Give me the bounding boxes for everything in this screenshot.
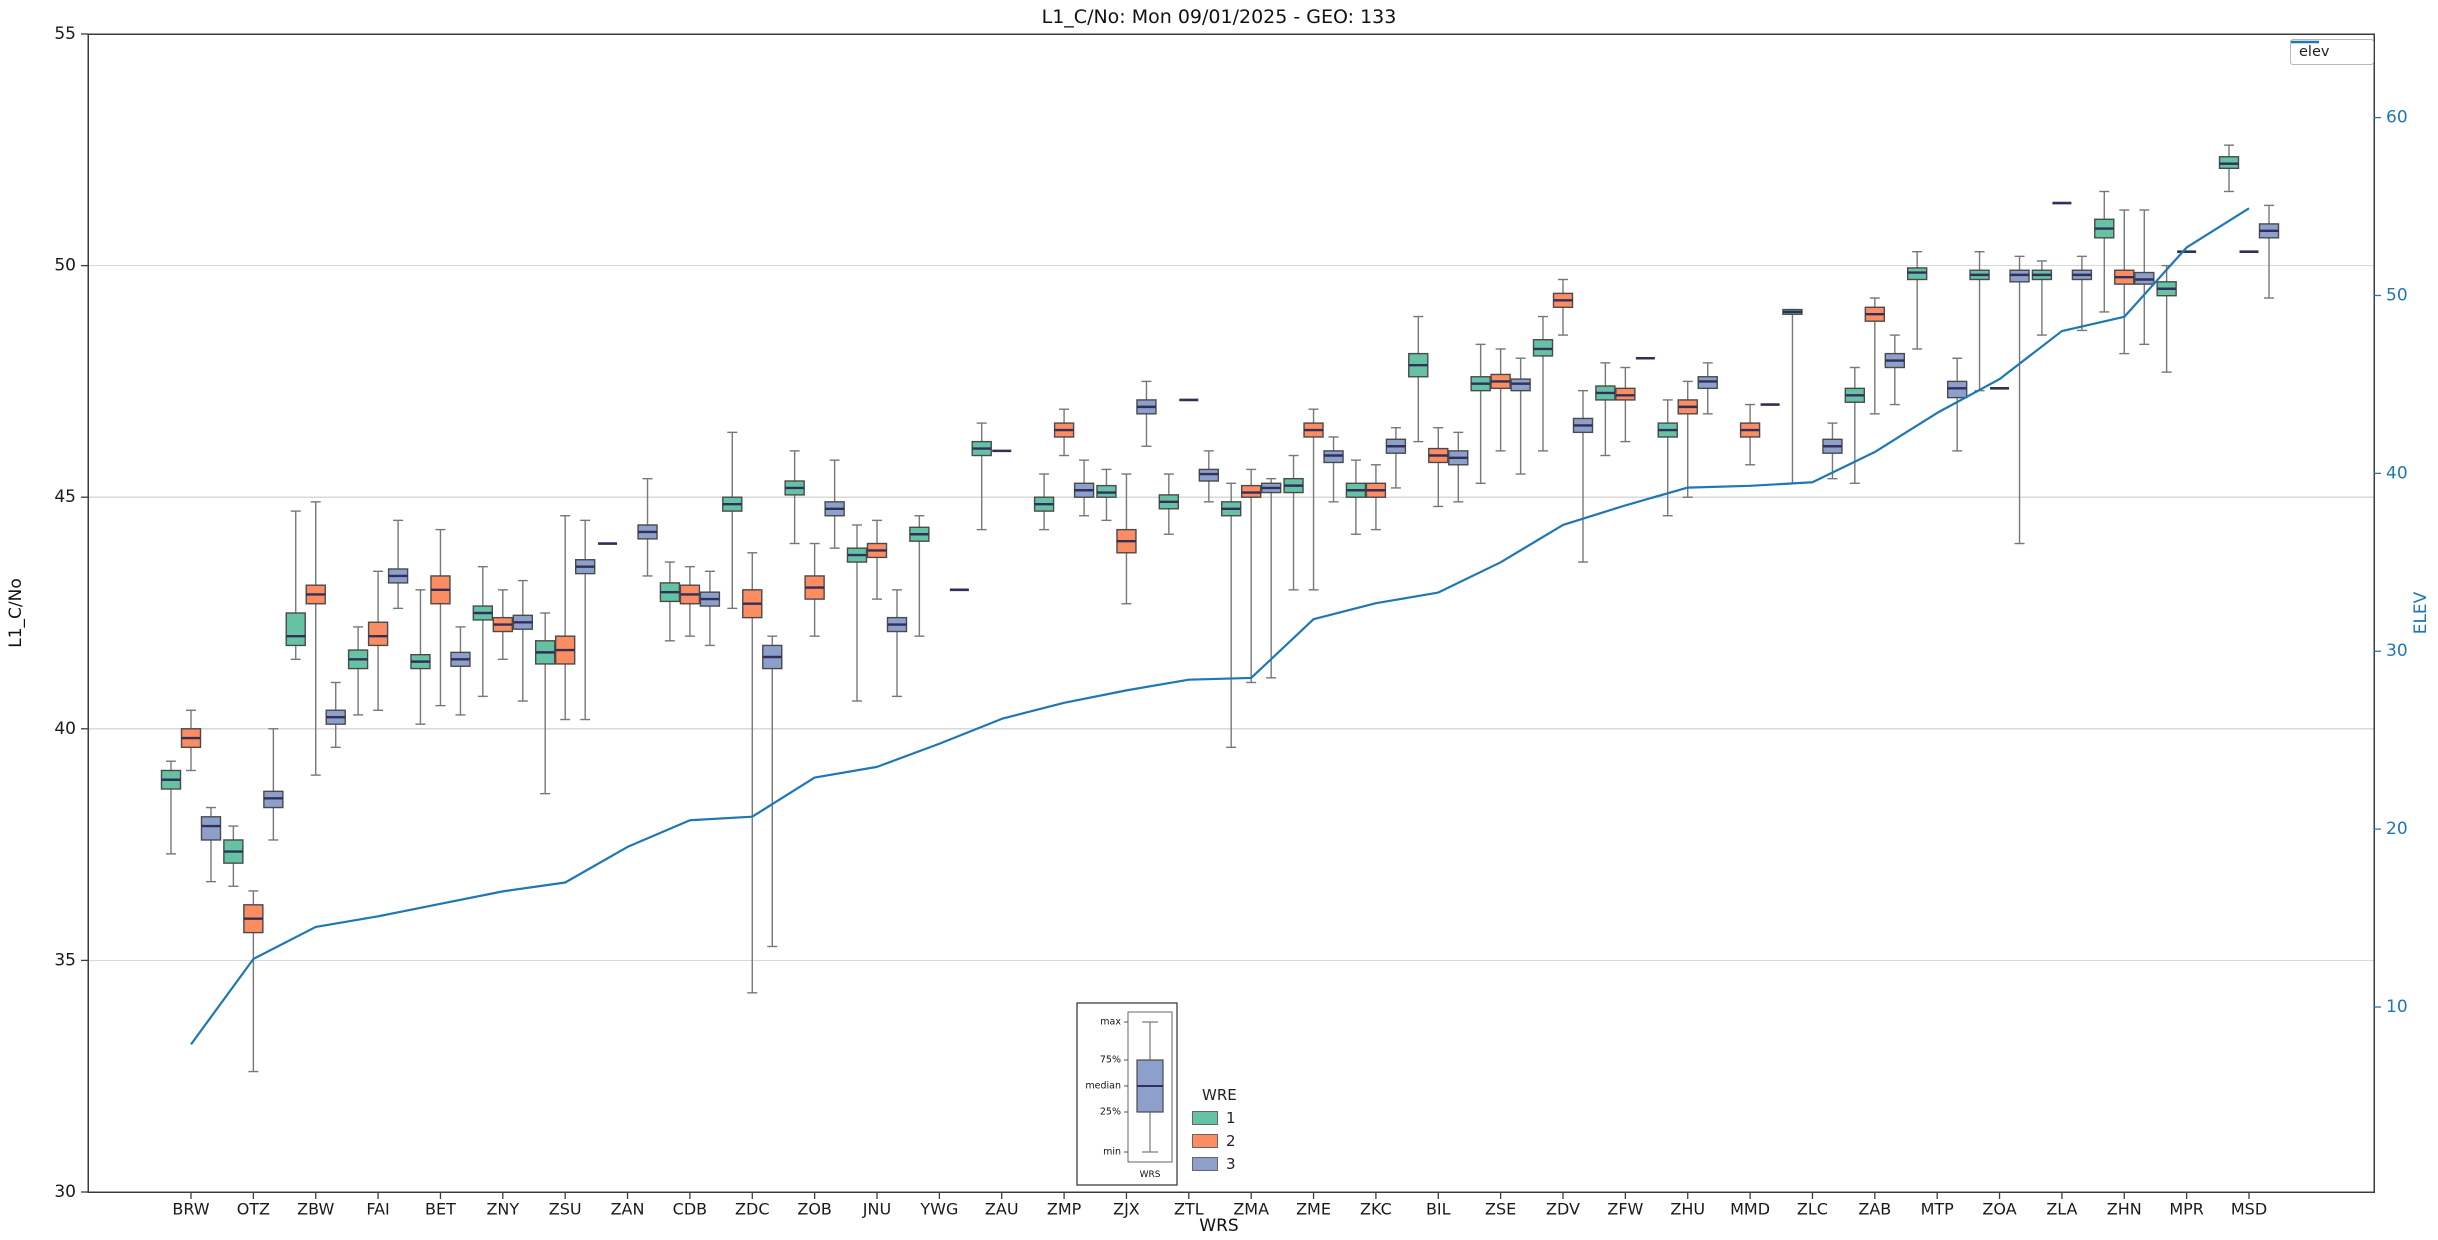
box-series-3 [200,204,2280,948]
boxplot-box [285,612,306,647]
x-tick-label: MSD [2231,1200,2267,1219]
inset-label: median [1085,1081,1121,1092]
x-tick-label: ZSE [1485,1200,1516,1219]
wre-legend: WRE 1 2 3 [1192,1086,1237,1178]
wre-color-patch [1192,1134,1218,1148]
boxplot-anatomy-inset: max 75% median 25% min WRS [1076,1002,1178,1186]
wre-color-patch [1192,1157,1218,1171]
y-left-tick-label: 55 [54,24,76,44]
x-tick-label: ZFW [1607,1200,1643,1219]
wre-entry-label: 3 [1226,1155,1236,1173]
x-tick-label: CDB [673,1200,707,1219]
x-tick-label: YWG [919,1200,958,1219]
x-tick-label: ZBW [297,1200,334,1219]
x-tick-label: ZNY [486,1200,519,1219]
x-tick-label: ZDC [735,1200,769,1219]
axes-spines [87,33,2375,1193]
y-right-tick-label: 60 [2386,108,2408,128]
y-right-tick-label: 20 [2386,819,2408,839]
x-tick-label: ZLA [2046,1200,2077,1219]
x-tick-label: ZAN [611,1200,645,1219]
wre-legend-title: WRE [1202,1086,1237,1104]
y-left-tick-label: 40 [54,719,76,739]
wre-legend-entries: 1 2 3 [1192,1109,1237,1173]
y-left-tick-label: 50 [54,256,76,276]
wre-legend-entry: 2 [1192,1132,1237,1150]
y-axis-label-right: ELEV [2411,591,2431,635]
x-tick-label: ZOA [1982,1200,2016,1219]
box-series-2 [180,201,2259,1073]
chart-title: L1_C/No: Mon 09/01/2025 - GEO: 133 [1041,6,1397,28]
x-tick-label: ZOB [797,1200,832,1219]
x-tick-label: ZME [1296,1200,1331,1219]
x-tick-label: ZKC [1360,1200,1392,1219]
inset-label: min [1103,1147,1121,1158]
y-left-tick-label: 35 [54,950,76,970]
wre-color-patch [1192,1111,1218,1125]
x-tick-label: ZMA [1233,1200,1269,1219]
x-tick-label: ZJX [1113,1200,1140,1219]
box-series-1 [160,144,2240,887]
inset-label: max [1100,1017,1121,1028]
x-tick-label: ZAB [1858,1200,1891,1219]
x-tick-label: ZLC [1797,1200,1828,1219]
x-tick-label: ZTL [1174,1200,1204,1219]
x-axis-label: WRS [1199,1216,1239,1236]
elev-legend: elev [2290,39,2374,65]
y-right-tick-label: 40 [2386,463,2408,483]
x-tick-label: ZHU [1670,1200,1705,1219]
wre-entry-label: 2 [1226,1132,1236,1150]
x-tick-label: ZDV [1546,1200,1580,1219]
inset-label: 75% [1100,1055,1121,1066]
elev-legend-label: elev [2299,44,2330,60]
y-left-tick-label: 45 [54,487,76,507]
y-right-tick-label: 30 [2386,641,2408,661]
x-tick-label: BRW [172,1200,209,1219]
inset-x-label: WRS [1140,1170,1161,1180]
x-tick-label: BET [425,1200,456,1219]
inset-label: 25% [1100,1107,1121,1118]
x-tick-label: BIL [1426,1200,1451,1219]
inset-mini-axes [1127,1011,1173,1163]
x-tick-label: MPR [2169,1200,2204,1219]
x-tick-label: MTP [1921,1200,1955,1219]
y-axis-label-left: L1_C/No [6,578,26,648]
wre-legend-entry: 1 [1192,1109,1237,1127]
elev-line-sample-icon [2291,40,2319,44]
x-tick-label: ZHN [2107,1200,2142,1219]
x-tick-label: OTZ [237,1200,270,1219]
y-right-tick-label: 50 [2386,285,2408,305]
x-tick-label: ZAU [985,1200,1019,1219]
x-tick-label: FAI [366,1200,389,1219]
boxplot-box [200,816,222,841]
x-tick-label: ZSU [549,1200,582,1219]
x-tick-label: MMD [1730,1200,1770,1219]
x-tick-label: JNU [862,1200,891,1219]
y-right-tick-label: 10 [2386,997,2408,1017]
elev-line [190,207,2250,1046]
y-left-tick-label: 30 [54,1182,76,1202]
wre-entry-label: 1 [1226,1109,1236,1127]
x-tick-label: ZMP [1047,1200,1082,1219]
boxplot-box [367,621,389,647]
wre-legend-entry: 3 [1192,1155,1237,1173]
